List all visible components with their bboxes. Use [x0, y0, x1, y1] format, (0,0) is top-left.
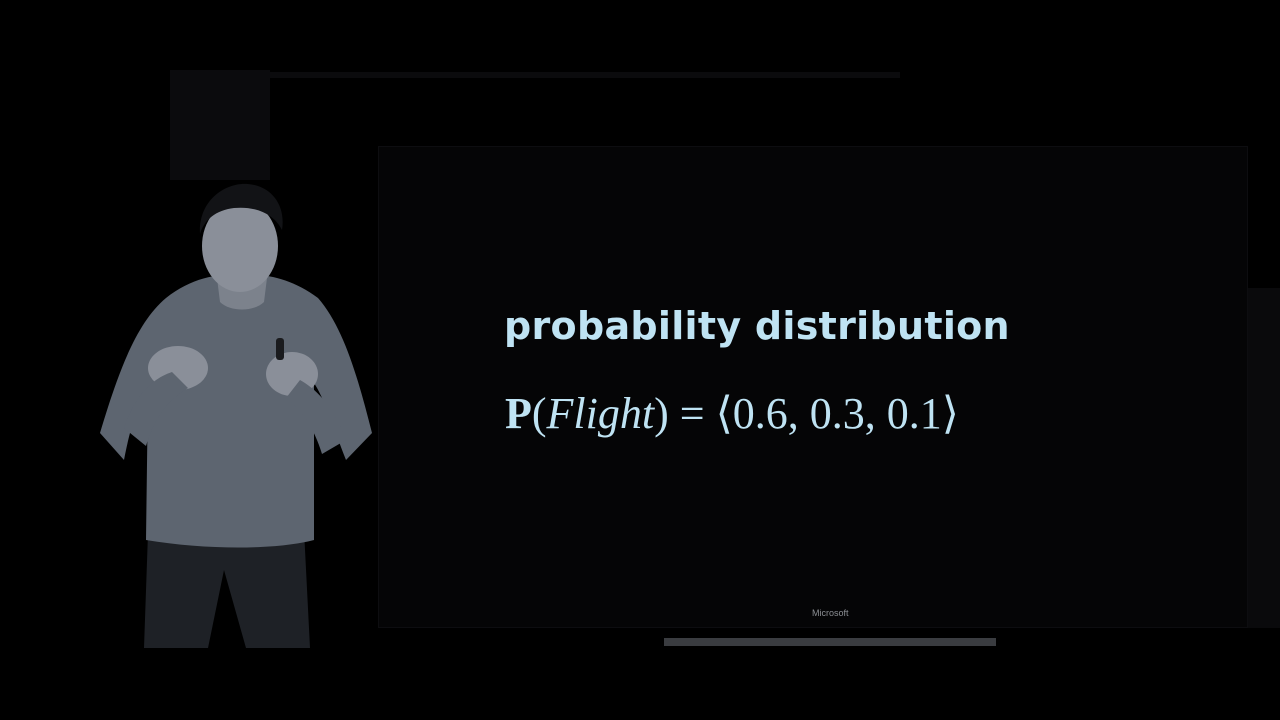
presenter-head — [202, 200, 278, 292]
screen-base-bar — [664, 638, 996, 646]
presenter-hair — [199, 183, 283, 234]
stage-backdrop-left — [170, 70, 270, 180]
formula-values: ) = ⟨0.6, 0.3, 0.1⟩ — [654, 389, 959, 438]
presenter-right-forearm — [286, 380, 346, 454]
stage-pillar — [1248, 288, 1280, 628]
presenter-pants — [144, 530, 310, 648]
formula-function: P — [505, 389, 532, 438]
formula-open-paren: ( — [531, 389, 547, 438]
presenter-left-forearm — [124, 372, 188, 446]
formula-variable: Flight — [546, 389, 655, 438]
microsoft-watermark: Microsoft — [812, 608, 849, 618]
projection-screen — [378, 146, 1248, 628]
presenter-sweater — [100, 274, 372, 548]
stage-backdrop-rail — [260, 72, 900, 78]
slide-heading: probability distribution — [504, 304, 1010, 348]
probability-formula: P(Flight) = ⟨0.6, 0.3, 0.1⟩ — [505, 388, 959, 439]
presenter-microphone — [276, 338, 284, 360]
presenter-figure — [100, 183, 372, 648]
